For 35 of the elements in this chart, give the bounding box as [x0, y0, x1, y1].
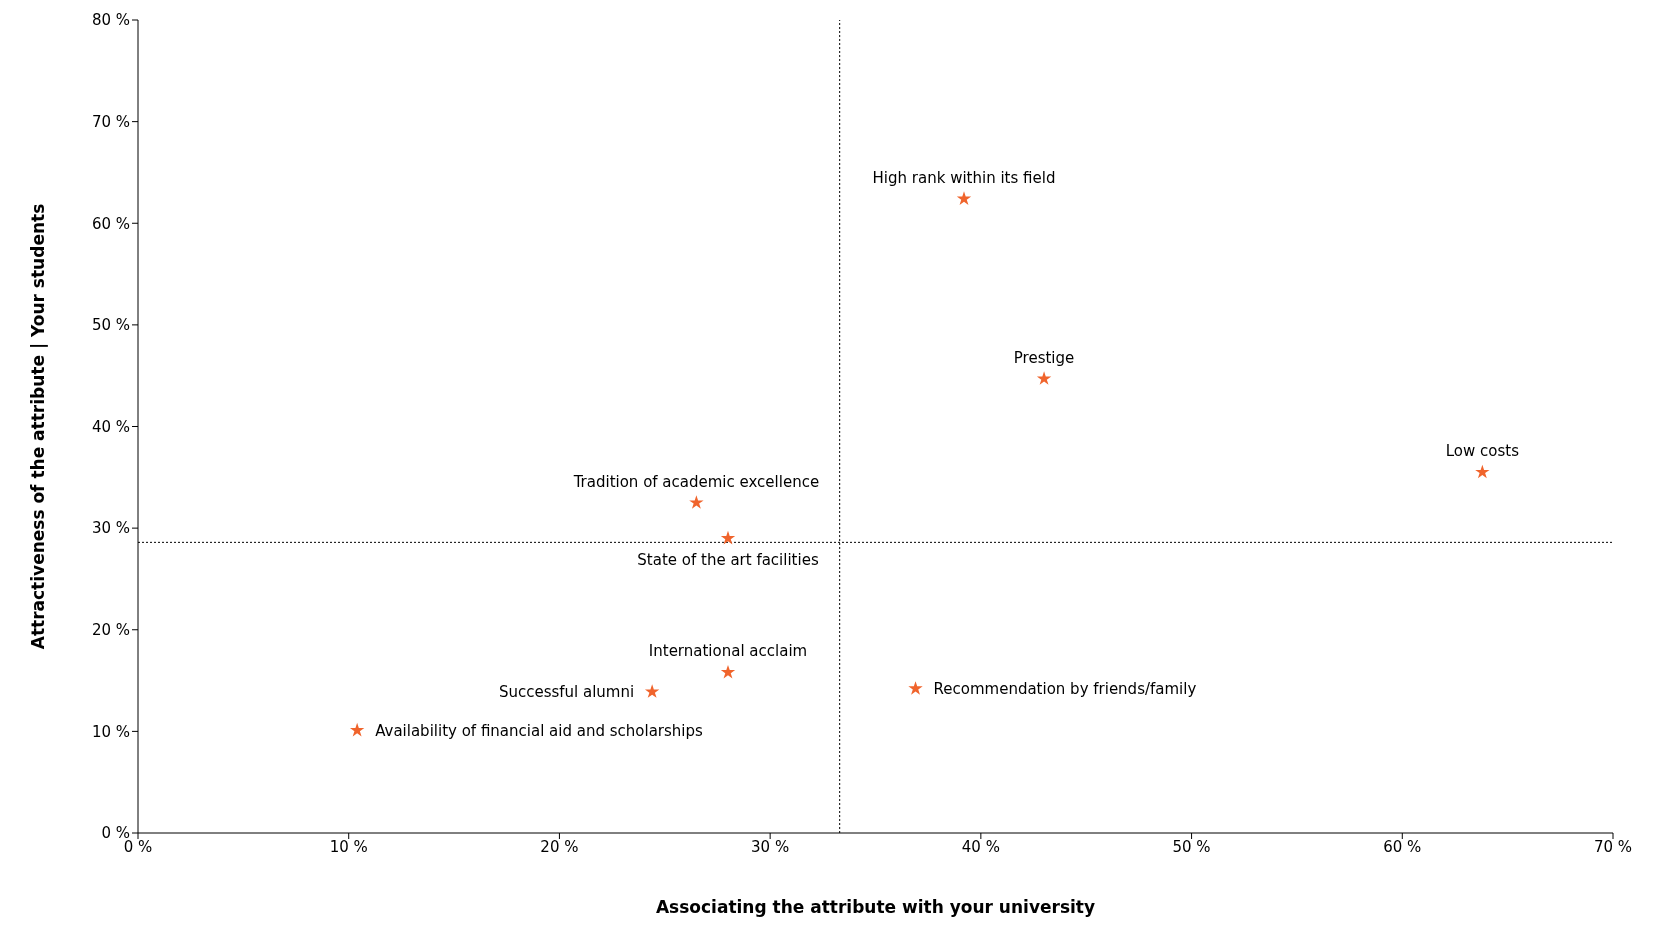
annotation: Availability of financial aid and scholarships: [375, 721, 704, 740]
point: [908, 681, 923, 695]
x-tick-label: 40 %: [961, 837, 1000, 856]
point: [349, 722, 365, 737]
annotation: Recommendation by friends/family: [933, 680, 1197, 699]
y-tick-label: 40 %: [91, 417, 130, 436]
y-tick-label: 80 %: [91, 11, 130, 30]
annotation: Successful alumni: [498, 683, 635, 702]
point: [644, 684, 660, 698]
point: [720, 664, 736, 679]
annotation: Low costs: [1445, 442, 1520, 461]
y-tick-label: 10 %: [91, 722, 130, 741]
x-tick-label: 50 %: [1172, 837, 1211, 856]
x-tick-label: 70 %: [1593, 837, 1633, 856]
point: [1475, 464, 1490, 479]
y-tick-label: 60 %: [91, 214, 130, 233]
x-tick-label: 10 %: [329, 837, 368, 856]
point: [689, 495, 704, 509]
annotation: International acclaim: [648, 642, 808, 661]
y-tick-label: 70 %: [91, 112, 130, 131]
y-tick-label: 30 %: [91, 519, 130, 538]
annotation: Prestige: [1013, 348, 1075, 367]
y-tick-label: 20 %: [91, 621, 130, 640]
annotation: State of the art facilities: [637, 550, 819, 569]
x-tick-label: 30 %: [751, 837, 790, 856]
point: [956, 191, 972, 205]
x-axis-title: Associating the attribute with your university: [655, 897, 1096, 917]
annotation: Tradition of academic excellence: [572, 472, 820, 491]
x-tick-label: 60 %: [1383, 837, 1422, 856]
point: [1036, 371, 1052, 385]
annotation: High rank within its field: [872, 168, 1056, 187]
point: [720, 530, 736, 545]
y-axis-title: Attractiveness of the attribute | Your students: [28, 203, 49, 650]
y-tick-label: 50 %: [91, 316, 130, 335]
x-tick-label: 20 %: [540, 837, 579, 856]
